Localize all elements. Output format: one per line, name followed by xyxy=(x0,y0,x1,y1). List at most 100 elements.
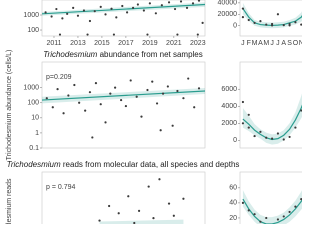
data-point xyxy=(276,13,280,16)
confidence-band xyxy=(242,93,302,145)
data-point xyxy=(185,6,189,9)
data-point xyxy=(259,130,262,133)
data-point xyxy=(276,218,280,221)
plot-frame xyxy=(41,0,206,37)
p-value: p=0.209 xyxy=(46,74,72,81)
data-point xyxy=(124,104,127,108)
data-point xyxy=(288,22,291,26)
data-point xyxy=(191,2,195,5)
data-point xyxy=(282,138,285,141)
data-point xyxy=(300,198,302,201)
data-point xyxy=(104,13,107,16)
data-point xyxy=(193,106,196,109)
data-point xyxy=(82,9,86,12)
plot-area xyxy=(42,0,205,36)
month-label: A xyxy=(281,40,286,47)
month-label: M xyxy=(252,40,258,47)
data-point xyxy=(247,209,250,212)
data-point xyxy=(176,89,179,93)
data-point xyxy=(282,24,285,27)
data-point xyxy=(241,122,245,125)
data-point xyxy=(265,136,268,139)
data-point xyxy=(197,0,201,2)
data-point xyxy=(146,88,149,92)
data-point xyxy=(172,214,175,217)
data-point xyxy=(247,18,250,22)
data-point xyxy=(93,10,96,13)
trend-line xyxy=(42,90,205,101)
y-tick-label: 4000 xyxy=(221,103,237,110)
x-tick-label: 2017 xyxy=(118,40,134,47)
y-tick-label: 1 xyxy=(35,130,39,137)
y-axis-label: Trichodesmium reads xyxy=(6,178,13,224)
data-point xyxy=(259,220,262,223)
plot-frame xyxy=(239,61,302,149)
data-point xyxy=(114,86,117,89)
x-tick-label: 2019 xyxy=(142,40,158,47)
data-point xyxy=(241,201,245,204)
title-italic: Trichodesmium xyxy=(7,160,61,169)
title-text: reads from molecular data, all species a… xyxy=(63,160,240,169)
data-point xyxy=(197,87,201,90)
data-point xyxy=(58,33,62,36)
data-point xyxy=(288,135,291,139)
month-label: N xyxy=(299,40,302,47)
panel-title: Trichodesmium abundance from net samples xyxy=(43,50,203,59)
data-point xyxy=(44,11,47,14)
month-label: O xyxy=(293,40,299,47)
data-point xyxy=(142,9,145,12)
plot-frame xyxy=(41,61,206,149)
x-tick-label: 2021 xyxy=(166,40,182,47)
data-point xyxy=(76,14,80,17)
x-tick-label: 2015 xyxy=(94,40,110,47)
y-tick-label: 20 xyxy=(229,215,237,222)
data-point xyxy=(160,4,163,7)
data-point xyxy=(50,15,53,18)
plot-area xyxy=(241,93,302,145)
data-point xyxy=(99,103,102,106)
data-point xyxy=(152,217,155,220)
data-point xyxy=(270,137,274,140)
data-point xyxy=(131,6,135,9)
month-label: J xyxy=(241,40,245,47)
y-tick-label: 100 xyxy=(27,27,39,34)
month-label: J xyxy=(276,40,280,47)
data-point xyxy=(151,80,154,83)
data-point xyxy=(166,85,169,88)
y-tick-label: 1000 xyxy=(23,84,39,91)
data-point xyxy=(158,178,161,181)
y-tick-label: 100 xyxy=(27,100,39,107)
plot-frame xyxy=(41,171,206,224)
data-point xyxy=(253,134,256,138)
data-point xyxy=(98,219,101,222)
data-point xyxy=(265,216,268,220)
y-tick-label: 40000 xyxy=(218,0,238,7)
data-point xyxy=(117,212,120,215)
data-point xyxy=(120,98,123,102)
data-point xyxy=(137,209,141,212)
data-point xyxy=(173,7,177,11)
month-label: A xyxy=(258,40,263,47)
data-point xyxy=(140,115,143,118)
y-tick-label: 0 xyxy=(233,137,237,144)
data-point xyxy=(125,11,129,14)
y-tick-label: 2000 xyxy=(221,120,237,127)
data-point xyxy=(55,7,58,11)
data-point xyxy=(282,215,285,218)
data-point xyxy=(91,136,94,139)
plot-frame xyxy=(239,0,302,37)
data-point xyxy=(247,126,250,129)
data-point xyxy=(115,16,118,19)
data-point xyxy=(247,113,250,116)
data-point xyxy=(146,33,149,36)
data-point xyxy=(167,202,171,205)
data-point xyxy=(135,95,138,98)
data-point xyxy=(161,92,165,95)
y-tick-label: 1000 xyxy=(23,12,39,19)
month-label: S xyxy=(287,40,292,47)
data-point xyxy=(241,7,245,10)
x-tick-label: 2013 xyxy=(70,40,86,47)
month-label: J xyxy=(270,40,274,47)
data-point xyxy=(112,33,116,36)
data-point xyxy=(155,102,159,105)
